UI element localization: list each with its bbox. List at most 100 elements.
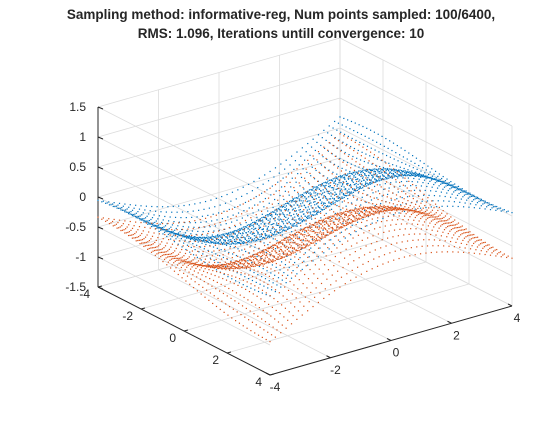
data-point	[259, 220, 261, 222]
data-point	[164, 233, 166, 236]
data-point	[466, 193, 469, 195]
data-point	[354, 141, 356, 144]
data-point	[263, 329, 265, 331]
data-point	[213, 236, 215, 238]
grid-line	[97, 127, 341, 198]
data-point	[354, 165, 356, 167]
data-point	[235, 267, 237, 269]
data-point	[171, 232, 173, 234]
data-point	[302, 210, 304, 212]
data-point	[307, 159, 309, 161]
data-point	[217, 261, 219, 264]
data-point	[134, 232, 136, 235]
data-point	[267, 303, 270, 306]
data-point	[230, 267, 232, 269]
data-point	[340, 252, 342, 254]
data-point	[241, 263, 243, 265]
data-point	[206, 266, 208, 268]
data-point	[279, 255, 281, 257]
data-point	[250, 199, 252, 201]
data-point	[247, 240, 249, 243]
data-point	[426, 209, 428, 211]
data-point	[382, 210, 384, 213]
data-point	[310, 163, 313, 166]
data-point	[453, 227, 456, 229]
data-point	[133, 207, 135, 209]
data-point	[332, 189, 334, 191]
data-point	[352, 237, 354, 239]
data-point	[247, 241, 249, 243]
data-point	[229, 234, 231, 236]
data-point	[164, 229, 166, 231]
data-point	[311, 189, 314, 191]
data-point	[318, 196, 320, 198]
data-point	[215, 197, 217, 200]
data-point	[139, 219, 141, 221]
data-point	[333, 221, 335, 223]
data-point	[331, 153, 333, 155]
data-point	[352, 178, 354, 180]
data-point	[312, 214, 315, 216]
data-point	[162, 228, 164, 230]
data-point	[259, 234, 261, 236]
data-point	[209, 277, 211, 280]
data-point	[287, 274, 289, 276]
data-point	[294, 251, 296, 253]
data-point	[105, 202, 107, 204]
data-point	[372, 139, 374, 141]
data-point	[337, 223, 339, 225]
data-point	[221, 300, 223, 302]
data-point	[203, 248, 205, 250]
data-point	[198, 209, 200, 211]
data-point	[368, 212, 371, 214]
data-point	[184, 236, 186, 238]
data-point	[424, 214, 426, 216]
data-point	[346, 223, 348, 225]
data-point	[340, 150, 342, 152]
data-point	[250, 256, 252, 258]
data-point	[261, 192, 263, 194]
data-point	[205, 239, 207, 242]
data-point	[396, 198, 398, 200]
data-point	[148, 223, 150, 225]
data-point	[288, 221, 290, 223]
data-point	[267, 283, 269, 286]
data-point	[389, 208, 391, 210]
data-point	[266, 236, 269, 238]
data-point	[230, 260, 232, 263]
data-point	[402, 219, 404, 221]
data-point	[392, 164, 394, 166]
data-point	[325, 188, 328, 190]
data-point	[245, 221, 247, 224]
data-point	[335, 176, 337, 178]
data-point	[273, 193, 275, 196]
data-point	[370, 199, 373, 201]
data-point	[428, 239, 430, 241]
data-point	[199, 264, 201, 266]
data-point	[246, 226, 248, 228]
data-point	[280, 213, 282, 215]
data-point	[303, 305, 305, 307]
data-point	[383, 254, 386, 256]
data-point	[217, 267, 219, 270]
data-point	[321, 251, 323, 253]
data-point	[399, 209, 401, 211]
data-point	[315, 234, 318, 236]
data-point	[263, 259, 265, 261]
data-point	[142, 242, 144, 244]
data-point	[382, 206, 384, 208]
data-point	[262, 267, 264, 270]
data-point	[279, 194, 281, 197]
data-point	[333, 181, 335, 183]
data-point	[355, 276, 357, 278]
data-point	[379, 143, 382, 145]
data-point	[285, 159, 287, 161]
data-point	[353, 210, 355, 212]
data-point	[387, 193, 389, 196]
data-point	[240, 313, 242, 316]
data-point	[325, 181, 327, 183]
data-point	[266, 189, 268, 191]
data-point	[217, 234, 219, 236]
data-point	[238, 282, 241, 284]
data-point	[154, 246, 157, 248]
